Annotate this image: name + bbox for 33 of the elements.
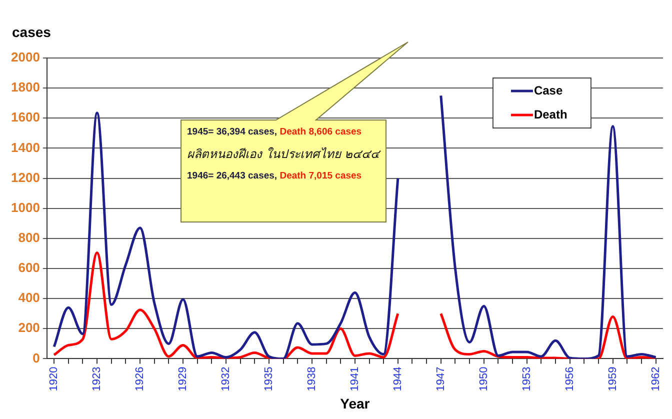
x-tick-label: 1947 bbox=[434, 366, 447, 392]
y-tick-label: 600 bbox=[18, 260, 40, 276]
x-tick-label: 1944 bbox=[392, 366, 404, 392]
x-tick-label: 1929 bbox=[177, 366, 190, 392]
x-tick-label: 1950 bbox=[478, 366, 490, 392]
annotation: 1946= 26,443 cases, Death 7,015 cases bbox=[187, 170, 362, 182]
x-tick-label: 1920 bbox=[48, 366, 60, 392]
annotation: ผลิตหนองฝีเอง ในประเทศไทย ๒๔๔๔ bbox=[187, 147, 382, 162]
legend-label: Case bbox=[534, 83, 563, 98]
x-tick-label: 1959 bbox=[606, 366, 619, 392]
y-tick-label: 1200 bbox=[11, 170, 40, 185]
x-tick-label: 1941 bbox=[348, 366, 361, 392]
x-tick-label: 1962 bbox=[650, 366, 662, 392]
y-tick-label: 200 bbox=[18, 320, 40, 336]
annotation: 1945= 36,394 cases, Death 8,606 cases bbox=[187, 126, 362, 138]
y-tick-label: 800 bbox=[18, 230, 40, 246]
x-tick-label: 1953 bbox=[520, 366, 533, 392]
y-tick-label: 1600 bbox=[11, 110, 40, 125]
y-tick-label: 1800 bbox=[11, 80, 40, 95]
x-tick-label: 1938 bbox=[306, 366, 318, 392]
y-axis-title: cases bbox=[12, 24, 52, 40]
x-axis-title: Year bbox=[340, 395, 370, 412]
x-tick-label: 1932 bbox=[220, 366, 232, 392]
x-tick-label: 1956 bbox=[564, 366, 576, 392]
legend-label: Death bbox=[534, 107, 568, 122]
y-tick-label: 1000 bbox=[11, 200, 40, 215]
y-tick-label: 0 bbox=[32, 350, 40, 366]
y-tick-label: 2000 bbox=[11, 50, 40, 65]
x-tick-label: 1935 bbox=[263, 366, 276, 392]
y-tick-label: 400 bbox=[18, 290, 40, 306]
x-tick-label: 1926 bbox=[134, 366, 146, 392]
x-tick-label: 1923 bbox=[91, 366, 104, 392]
y-tick-label: 1400 bbox=[11, 140, 40, 155]
